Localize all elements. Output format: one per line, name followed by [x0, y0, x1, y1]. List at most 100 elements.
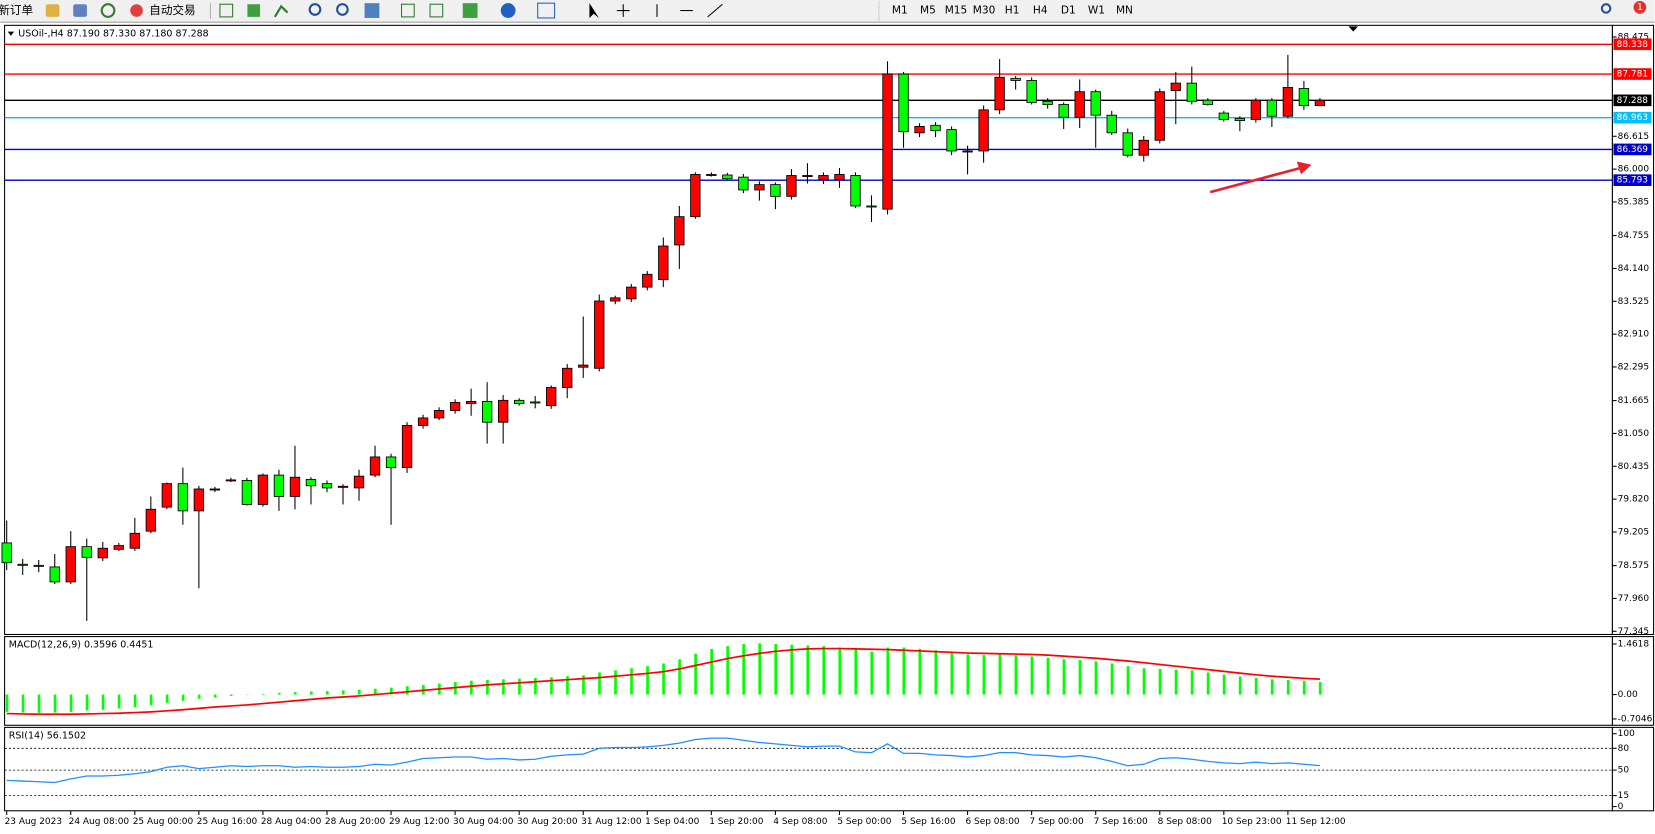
macd-bar	[1078, 659, 1082, 695]
icon[interactable]	[537, 2, 556, 19]
y-tick-label: 77.960	[1618, 594, 1650, 604]
timeframe-button[interactable]: MN	[1116, 5, 1133, 17]
macd-bar	[1270, 679, 1274, 695]
candle-body	[289, 476, 301, 497]
timeframe-button[interactable]: M1	[892, 5, 908, 17]
icon[interactable]	[247, 4, 261, 17]
y-tick-label: 81.050	[1618, 429, 1650, 439]
icon[interactable]	[73, 4, 87, 17]
macd-bar	[5, 694, 9, 712]
candle-body	[850, 175, 861, 207]
y-tick-label: 0.00	[1618, 690, 1638, 700]
macd-bar	[662, 663, 665, 695]
icon[interactable]	[500, 3, 516, 18]
price-scale	[1611, 726, 1655, 812]
zoom-in[interactable]	[308, 3, 322, 16]
macd-bar	[598, 672, 601, 695]
macd-bar	[1062, 659, 1066, 695]
macd-bar	[53, 694, 57, 713]
macd-bar	[229, 694, 233, 696]
icon[interactable]	[100, 3, 116, 18]
candle-body	[594, 300, 605, 369]
timeframes: M1 M5 M15 M30 H1 H4 D1 W1 MN	[892, 5, 1133, 17]
macd-bar	[1142, 668, 1146, 695]
x-tick-label: 30 Aug 04:00	[453, 817, 514, 827]
new-order-button[interactable]: 新订单	[0, 3, 33, 17]
timeframe-button[interactable]: M30	[973, 5, 996, 17]
x-tick-label: 5 Sep 16:00	[901, 817, 955, 827]
candle-body	[1202, 99, 1213, 105]
macd-bar	[918, 648, 922, 695]
icon[interactable]	[400, 3, 415, 18]
candle-body	[1218, 112, 1230, 120]
candle-body	[834, 174, 845, 181]
x-tick-label: 8 Sep 08:00	[1158, 817, 1212, 827]
macd-bar	[133, 694, 137, 708]
icon[interactable]	[429, 3, 444, 18]
macd-bar	[197, 694, 201, 699]
macd-bar	[534, 677, 537, 695]
macd-bar	[1318, 682, 1322, 695]
icon[interactable]	[364, 3, 380, 18]
candle-body	[433, 410, 445, 419]
y-tick-label: 85.385	[1618, 197, 1649, 207]
macd-bar	[646, 666, 649, 695]
candle-body	[337, 485, 349, 488]
x-tick-label: 5 Sep 00:00	[837, 817, 891, 827]
x-tick-label: 31 Aug 12:00	[581, 817, 642, 827]
timeframe-button[interactable]: D1	[1061, 5, 1076, 17]
candle-body	[546, 387, 557, 407]
candle-body	[1026, 80, 1037, 103]
candle-body	[1058, 104, 1069, 118]
macd-bar	[277, 692, 281, 695]
auto-trading-icon[interactable]	[130, 4, 143, 17]
candle-body	[401, 425, 413, 469]
macd-bar	[726, 646, 729, 695]
y-tick-label: 86.000	[1618, 165, 1650, 175]
trend-tool[interactable]	[707, 3, 723, 18]
timeframe-button[interactable]: H1	[1005, 5, 1020, 17]
macd-bar	[165, 694, 169, 703]
candle-body	[145, 508, 157, 532]
x-tick-label: 11 Sep 12:00	[1286, 817, 1346, 827]
macd-bar	[1302, 680, 1306, 695]
x-tick-label: 28 Aug 04:00	[261, 817, 322, 827]
signal-line	[6, 647, 1320, 716]
icon[interactable]	[462, 3, 478, 18]
timeframe-button[interactable]: M15	[945, 5, 968, 17]
timeframe-button[interactable]: H4	[1033, 5, 1048, 17]
icon[interactable]	[273, 4, 289, 18]
search[interactable]	[1600, 3, 1612, 14]
macd-bar	[838, 647, 842, 695]
candle-body	[49, 566, 60, 583]
candle-body	[241, 480, 253, 505]
candle-body	[225, 479, 237, 482]
crosshair[interactable]	[616, 4, 630, 17]
macd-bar	[85, 694, 89, 711]
candle-body	[449, 402, 461, 411]
candle-body	[786, 175, 797, 197]
icon[interactable]	[219, 3, 234, 18]
macd-bar	[758, 643, 761, 695]
macd-bar	[117, 694, 121, 709]
price-scale	[1611, 24, 1655, 636]
icon[interactable]	[45, 4, 60, 17]
zoom-out[interactable]	[336, 3, 349, 16]
timeframe-button[interactable]: W1	[1088, 5, 1105, 17]
notification-badge[interactable]	[1633, 1, 1647, 14]
x-tick-label: 7 Sep 00:00	[1030, 817, 1084, 827]
macd-bar	[293, 692, 297, 695]
auto-trading-button[interactable]: 自动交易	[149, 3, 195, 17]
candle-body	[417, 417, 429, 426]
candle-body	[578, 364, 589, 368]
candle-body	[353, 475, 365, 489]
macd-bar	[261, 693, 265, 695]
macd-bar	[614, 670, 617, 695]
macd-bar	[854, 649, 858, 695]
macd-bar	[389, 687, 393, 695]
candle-body	[1074, 91, 1085, 118]
candle-body	[1314, 99, 1326, 106]
macd-bar	[870, 651, 874, 695]
timeframe-button[interactable]: M5	[920, 5, 936, 17]
